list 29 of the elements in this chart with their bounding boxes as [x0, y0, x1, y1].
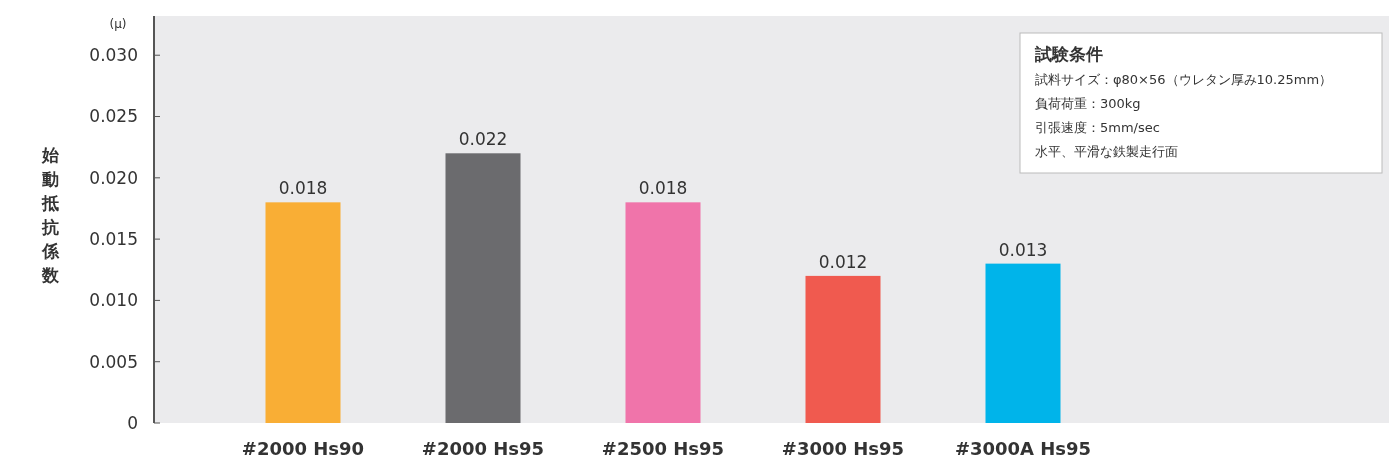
- y-axis-title: 始動抵抗係数: [40, 145, 60, 285]
- text: (μ): [109, 17, 127, 31]
- y-tick-label: 0.025: [89, 106, 138, 127]
- annotation: 試験条件: [1034, 44, 1103, 64]
- x-tick-label: #2000 Hs95: [421, 438, 545, 459]
- y-tick-label: 0.030: [89, 45, 138, 66]
- y-tick-label: 0.020: [89, 167, 138, 188]
- annotation: 試料サイズ：φ80×56（ウレタン厚み10.25mm）: [1035, 72, 1333, 87]
- x-tick-label: #2500 Hs95: [601, 438, 725, 459]
- annotation: 引張速度：5mm/sec: [1035, 120, 1160, 135]
- y-tick-label: 0: [127, 412, 138, 433]
- bar: [445, 153, 521, 423]
- bar: [265, 202, 341, 423]
- data-label: 0.018: [278, 178, 328, 199]
- x-tick-label: #2000 Hs90: [241, 438, 365, 459]
- y-tick-label: 0.015: [89, 229, 138, 250]
- annotation: 負荷荷重：300kg: [1035, 96, 1141, 111]
- bar: [625, 202, 701, 423]
- y-tick-label: 0.005: [89, 351, 138, 372]
- data-label: 0.018: [638, 178, 688, 199]
- bar: [985, 263, 1061, 423]
- data-label: 0.013: [998, 239, 1048, 260]
- bar: [805, 275, 881, 423]
- data-label: 0.012: [818, 251, 868, 272]
- y-tick-label: 0.010: [89, 290, 138, 311]
- data-label: 0.022: [458, 129, 508, 150]
- x-tick-label: #3000A Hs95: [954, 438, 1092, 459]
- annotation: 水平、平滑な鉄製走行面: [1035, 144, 1178, 159]
- x-tick-label: #3000 Hs95: [781, 438, 905, 459]
